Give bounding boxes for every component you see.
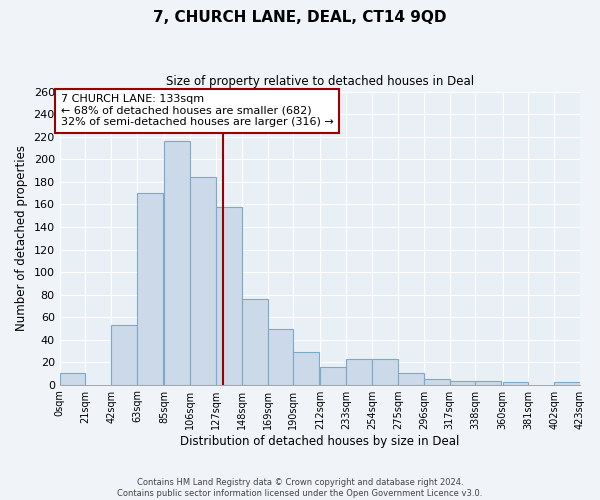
Bar xyxy=(475,381,501,384)
Bar xyxy=(137,193,163,384)
Bar xyxy=(346,358,372,384)
Bar xyxy=(293,352,319,384)
Bar xyxy=(320,366,346,384)
Bar xyxy=(190,178,216,384)
Bar xyxy=(398,374,424,384)
Bar xyxy=(424,379,449,384)
Bar xyxy=(59,374,85,384)
Bar xyxy=(112,325,137,384)
Y-axis label: Number of detached properties: Number of detached properties xyxy=(15,146,28,332)
Bar xyxy=(449,381,475,384)
Bar xyxy=(216,206,242,384)
Bar xyxy=(242,299,268,384)
Title: Size of property relative to detached houses in Deal: Size of property relative to detached ho… xyxy=(166,75,474,88)
Bar xyxy=(164,142,190,384)
X-axis label: Distribution of detached houses by size in Deal: Distribution of detached houses by size … xyxy=(180,434,460,448)
Text: 7 CHURCH LANE: 133sqm
← 68% of detached houses are smaller (682)
32% of semi-det: 7 CHURCH LANE: 133sqm ← 68% of detached … xyxy=(61,94,334,128)
Text: Contains HM Land Registry data © Crown copyright and database right 2024.
Contai: Contains HM Land Registry data © Crown c… xyxy=(118,478,482,498)
Bar xyxy=(554,382,580,384)
Bar xyxy=(503,382,529,384)
Bar xyxy=(372,358,398,384)
Text: 7, CHURCH LANE, DEAL, CT14 9QD: 7, CHURCH LANE, DEAL, CT14 9QD xyxy=(153,10,447,25)
Bar xyxy=(268,330,293,384)
